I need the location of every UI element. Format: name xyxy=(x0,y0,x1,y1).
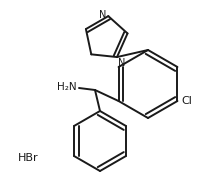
Text: HBr: HBr xyxy=(18,153,39,163)
Text: N: N xyxy=(118,58,125,68)
Text: H₂N: H₂N xyxy=(57,82,77,92)
Text: N: N xyxy=(99,10,106,20)
Text: Cl: Cl xyxy=(182,96,192,106)
